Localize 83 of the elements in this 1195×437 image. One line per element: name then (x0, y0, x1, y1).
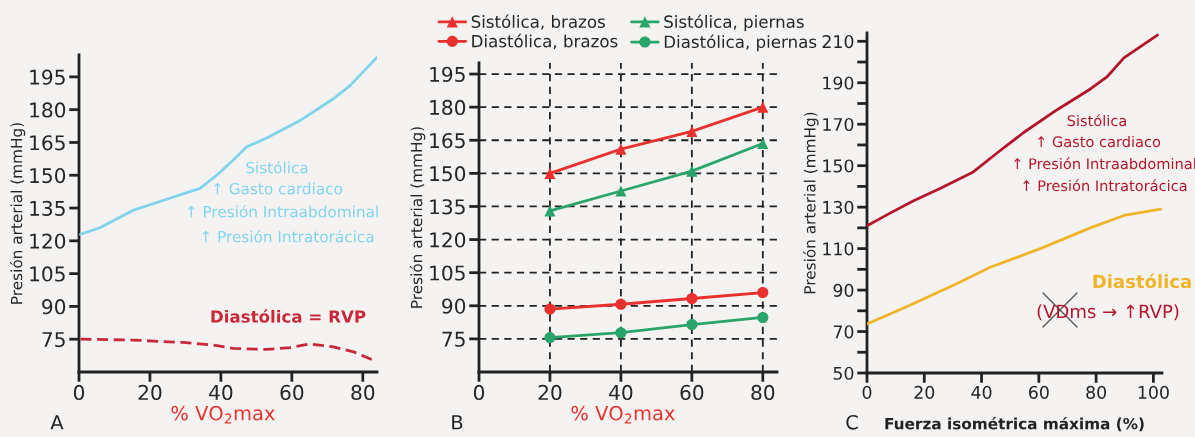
point (686, 318, 698, 331)
y-tick-label: 90 (442, 298, 466, 314)
annotation: ↑ Presión Intratorácica (202, 230, 374, 243)
y-tick-label: 110 (823, 242, 854, 256)
y-tick-label: 135 (30, 200, 65, 216)
point (686, 125, 698, 137)
point (757, 286, 769, 299)
point (615, 327, 627, 339)
x-tick-label: 40 (609, 384, 633, 401)
point (686, 292, 698, 305)
y-tick-label: 195 (430, 66, 465, 82)
x-tick-label: 40 (971, 385, 992, 399)
y-tick-label: 70 (833, 325, 854, 339)
annotation: ↑ Presión Intraabdominal (187, 205, 378, 218)
text: A (50, 415, 64, 430)
y-axis-title: Presión arterial (mmHg) (803, 112, 819, 294)
point (544, 303, 556, 315)
y-tick-label: 210 (822, 35, 854, 49)
y-tick-label: 120 (30, 233, 66, 249)
x-axis-title: % VO$_{2}$max (171, 405, 275, 424)
x-tick-label: 80 (751, 384, 775, 401)
y-tick-label: 50 (833, 366, 854, 380)
y-tick-label: 75 (442, 331, 465, 347)
x-tick-label: 0 (73, 384, 85, 401)
x-axis-title: % VO$_{2}$max (571, 405, 675, 424)
y-tick-label: 130 (823, 200, 854, 214)
point (615, 143, 627, 155)
annotation: ↑ Presión Intratorácica (1023, 179, 1187, 192)
y-tick-label: 150 (823, 159, 854, 173)
y-tick-label: 150 (430, 166, 466, 182)
y-axis-title: Presión arterial (mmHg) (409, 127, 426, 308)
y-tick-label: 165 (430, 132, 465, 149)
x-tick-label: 0 (473, 384, 485, 401)
y-tick-label: 105 (30, 266, 65, 282)
x-tick-label: 40 (209, 384, 233, 401)
x-tick-label: 0 (862, 385, 872, 399)
annotation: ↑ Presión Intraabdominal (1014, 157, 1195, 170)
point (544, 167, 556, 179)
annotation: Sistólica (246, 161, 308, 174)
x-tick-label: 80 (351, 384, 375, 401)
y-tick-label: 120 (430, 232, 466, 248)
text: C (846, 414, 858, 430)
point (615, 185, 627, 197)
annotation: Diastólica (1093, 273, 1191, 289)
y-tick-label: 90 (833, 283, 854, 297)
y-tick-label: 135 (430, 199, 465, 215)
y-tick-label: 90 (42, 299, 66, 315)
point (757, 138, 769, 150)
y-tick-label: 180 (430, 99, 466, 116)
x-tick-label: 20 (914, 385, 935, 399)
point (615, 298, 627, 310)
text: B (452, 415, 463, 430)
x-tick-label: 60 (680, 384, 704, 401)
y-tick-label: 190 (823, 76, 854, 90)
point (544, 205, 556, 217)
point (544, 332, 556, 344)
y-tick-label: 150 (30, 167, 66, 184)
x-tick-label: 20 (138, 384, 162, 401)
y-tick-label: 75 (42, 332, 65, 348)
point (686, 165, 698, 177)
x-tick-label: 100 (1138, 385, 1169, 399)
line-series (79, 337, 375, 362)
annotation: ↑ Gasto cardiaco (214, 182, 343, 195)
x-tick-label: 80 (1086, 385, 1107, 399)
legend-label: Sistólica, piernas (664, 14, 804, 32)
y-tick-label: 180 (30, 102, 66, 118)
y-tick-label: 170 (823, 117, 854, 132)
point (757, 311, 769, 324)
y-axis-title: Presión arterial (mmHg) (9, 123, 26, 304)
y-tick-label: 105 (430, 265, 465, 281)
y-tick-label: 195 (30, 69, 65, 85)
legend-label: Diastólica, piernas (664, 34, 817, 52)
legend-label: Sistólica, brazos (471, 14, 605, 30)
annotation: ↑ Gasto cardiaco (1038, 135, 1161, 148)
x-tick-label: 60 (1029, 385, 1049, 399)
x-tick-label: 20 (538, 384, 562, 401)
point (757, 101, 769, 113)
x-tick-label: 60 (280, 384, 304, 401)
y-tick-label: 165 (30, 135, 65, 151)
x-axis-title: Fuerza isométrica máxima (%) (885, 417, 1144, 432)
annotation: Diastólica = RVP (211, 309, 366, 323)
annotation: Sistólica (1067, 114, 1126, 127)
legend-label: Diastólica, brazos (472, 33, 618, 50)
